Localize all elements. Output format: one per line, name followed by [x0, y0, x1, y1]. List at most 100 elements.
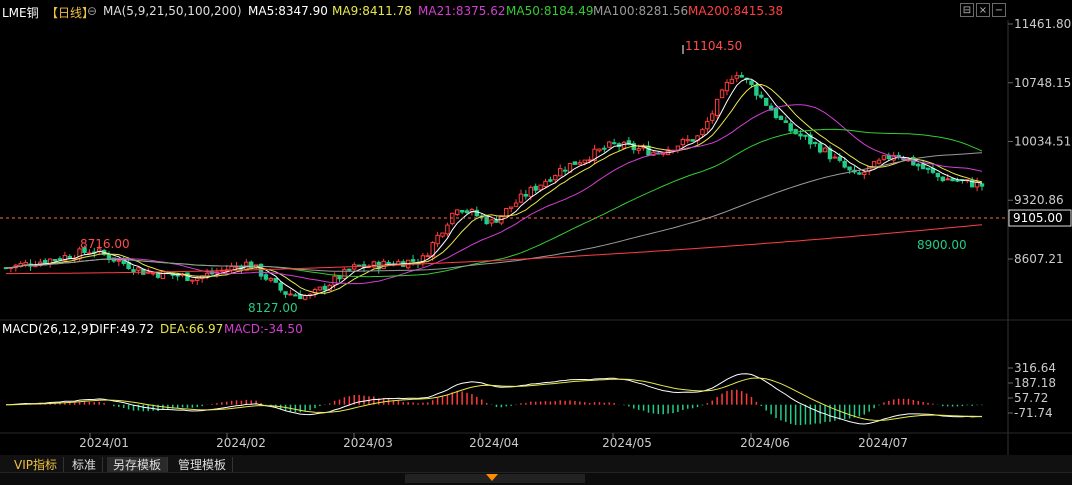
candle [803, 134, 808, 137]
candle [249, 261, 254, 269]
candle [62, 254, 68, 261]
current-price-box [1008, 209, 1072, 227]
candle [734, 75, 739, 79]
candle [504, 208, 509, 217]
candle [582, 159, 587, 164]
restore-icon[interactable]: ⊟ [960, 3, 974, 17]
horizontal-scrollbar[interactable] [0, 472, 1072, 485]
candle [950, 178, 955, 182]
candle [464, 210, 470, 213]
candle [445, 224, 450, 235]
candle [258, 263, 264, 277]
time-tick-label: 2024/03 [343, 436, 393, 450]
ma50-line [5, 128, 983, 278]
macd-tick-label: -71.74 [1014, 406, 1053, 420]
candle [136, 267, 141, 271]
candle [916, 163, 921, 167]
candle [945, 178, 950, 181]
macd-dea: DEA:66.97 [160, 322, 224, 336]
candle [278, 282, 283, 291]
ma21-value: MA21:8375.62 [418, 4, 506, 18]
candle [979, 183, 985, 187]
candle [155, 272, 161, 278]
candle [685, 139, 690, 142]
candle [832, 156, 838, 159]
candle [636, 148, 641, 151]
price-tick-label: 11461.80 [1014, 17, 1071, 31]
candle [754, 84, 759, 96]
candle [538, 184, 543, 191]
tab-vip-label: VIP指标 [14, 458, 57, 472]
recent-low-annotation: 8900.00 [917, 238, 967, 252]
candle [332, 275, 337, 286]
candle [680, 139, 686, 146]
candle [543, 180, 548, 187]
candle [660, 152, 666, 155]
minimize-icon[interactable]: − [992, 3, 1006, 17]
candle [813, 141, 818, 144]
high-annotation: 11104.50 [685, 39, 742, 53]
tab-manage-template[interactable]: 管理模板 [172, 457, 234, 474]
candle [714, 98, 720, 117]
ma50-value: MA50:8184.49 [506, 4, 594, 18]
candle [150, 272, 156, 275]
candle [283, 291, 288, 295]
candle [410, 259, 416, 262]
time-tick-label: 2024/05 [602, 436, 652, 450]
candle [817, 143, 823, 153]
candle [773, 108, 779, 119]
candle [435, 234, 440, 245]
ma5-value: MA5:8347.90 [248, 4, 328, 18]
price-tick-label: 8607.21 [1014, 252, 1064, 266]
ma9-value: MA9:8411.78 [332, 4, 412, 18]
tab-save-template[interactable]: 另存模板 [107, 457, 169, 474]
candle [82, 247, 87, 253]
ma100-line [5, 152, 983, 272]
candle [533, 185, 538, 191]
candle [558, 168, 563, 177]
candle [739, 75, 744, 78]
candle [592, 148, 597, 161]
settings-icon[interactable]: ⊖ [87, 4, 98, 18]
candle [337, 275, 342, 280]
time-tick-label: 2024/04 [469, 436, 519, 450]
kline-chart[interactable]: 11461.80 10748.15 10034.51 9320.86 8607.21 91… [0, 0, 1072, 455]
symbol-label: LME铜 [2, 6, 39, 20]
candle [293, 294, 298, 297]
candle [705, 121, 710, 130]
macd-tick-label: 57.72 [1014, 391, 1048, 405]
candle [871, 161, 877, 169]
ma-params: MA(5,9,21,50,100,200) [103, 4, 242, 18]
candle [577, 162, 583, 165]
candle [759, 94, 764, 98]
period-label[interactable]: 【日线】 [46, 6, 95, 20]
candle [587, 159, 592, 162]
candle [920, 163, 926, 170]
candle [523, 194, 529, 197]
candle [317, 286, 323, 291]
candle [974, 181, 980, 188]
tab-standard[interactable]: 标准 [66, 457, 104, 474]
candle [808, 134, 813, 145]
candle [528, 186, 533, 197]
candle [763, 97, 769, 106]
candle [896, 154, 901, 158]
ma21-line [5, 104, 983, 285]
close-icon[interactable]: × [976, 3, 990, 17]
candle [607, 141, 612, 148]
left-high-annotation: 8716.00 [80, 237, 130, 251]
candle [131, 269, 136, 272]
candle [288, 293, 293, 296]
candle [719, 89, 725, 99]
candle [386, 261, 391, 265]
candle [371, 261, 377, 268]
left-low-annotation: 8127.00 [248, 301, 298, 315]
tab-vip[interactable]: VIP指标 [8, 457, 64, 474]
price-tick-label: 9320.86 [1014, 193, 1064, 207]
candle [969, 180, 975, 188]
candle [548, 179, 553, 182]
scroll-marker-icon [486, 474, 498, 481]
candle [842, 160, 847, 168]
ma200-value: MA200:8415.38 [688, 4, 784, 18]
time-tick-label: 2024/01 [79, 436, 129, 450]
